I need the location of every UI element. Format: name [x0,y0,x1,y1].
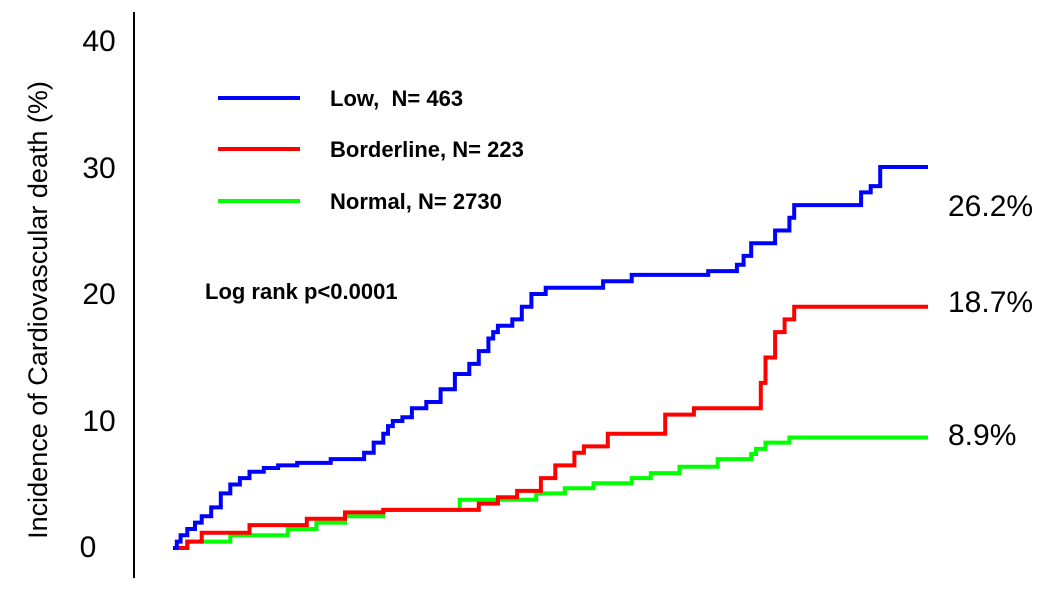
log-rank-annotation: Log rank p<0.0001 [205,279,398,304]
y-tick-label: 30 [82,152,115,185]
y-tick-label: 10 [82,405,115,438]
legend-label-normal: Normal, N= 2730 [330,189,502,214]
end-label-normal: 8.9% [948,419,1016,452]
series-line-borderline [173,304,928,550]
y-tick-label: 40 [82,25,115,58]
legend: Low, N= 463 Borderline, N= 223 Normal, N… [218,86,524,214]
end-label-borderline: 18.7% [948,286,1033,319]
y-tick-labels: 0 10 20 30 40 [80,25,116,564]
series-line-normal [173,435,928,550]
legend-label-low: Low, N= 463 [330,86,463,111]
legend-label-borderline: Borderline, N= 223 [330,137,524,162]
y-tick-label: 20 [82,278,115,311]
y-tick-label: 0 [80,531,97,564]
series-line-low [173,165,928,550]
end-label-low: 26.2% [948,190,1033,223]
series-layer [173,165,928,550]
y-axis-title: Incidence of Cardiovascular death (%) [23,81,53,539]
